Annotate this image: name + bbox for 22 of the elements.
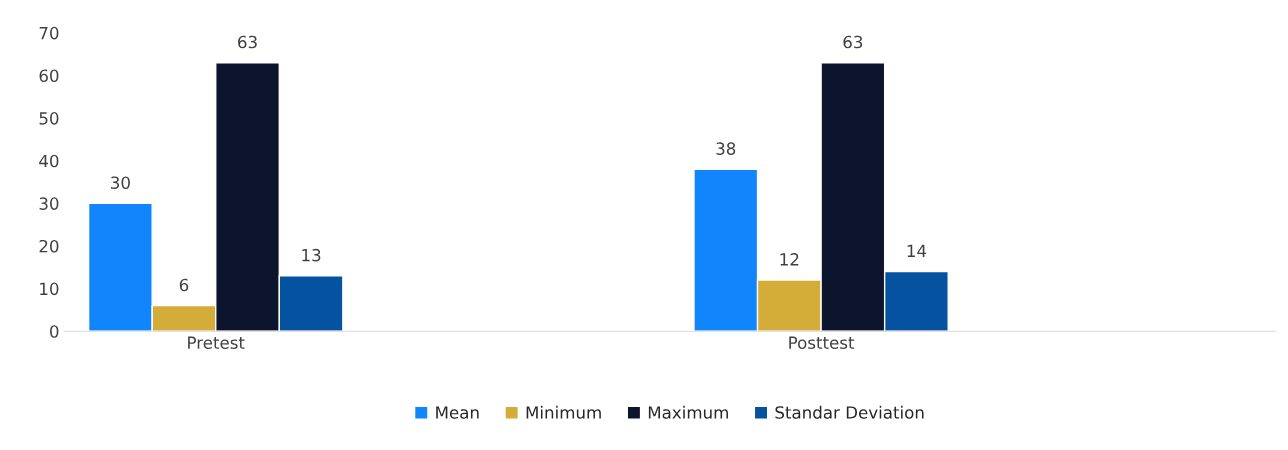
legend-label: Standar Deviation (775, 405, 924, 419)
data-label: 38 (716, 142, 736, 155)
y-tick-label: 10 (40, 282, 59, 296)
data-label: 6 (179, 278, 189, 292)
y-tick-label: 70 (39, 26, 59, 40)
data-label: 63 (238, 35, 257, 49)
x-tick-label: Posttest (789, 336, 855, 349)
data-label: 14 (907, 244, 927, 257)
legend-label: Mean (436, 406, 479, 419)
x-tick-label: Pretest (188, 336, 245, 349)
data-label: 13 (302, 248, 321, 262)
y-tick-label: 50 (39, 112, 59, 125)
legend-label: Maximum (648, 405, 728, 419)
y-tick-label: 20 (39, 239, 59, 253)
y-tick-label: 0 (50, 325, 59, 338)
data-label: 63 (843, 35, 863, 49)
data-label: 30 (111, 176, 130, 189)
y-tick-label: 30 (39, 197, 59, 210)
y-tick-label: 60 (39, 69, 59, 83)
y-tick-label: 40 (39, 154, 59, 168)
data-label: 12 (780, 253, 799, 266)
legend-label: Minimum (526, 405, 601, 419)
